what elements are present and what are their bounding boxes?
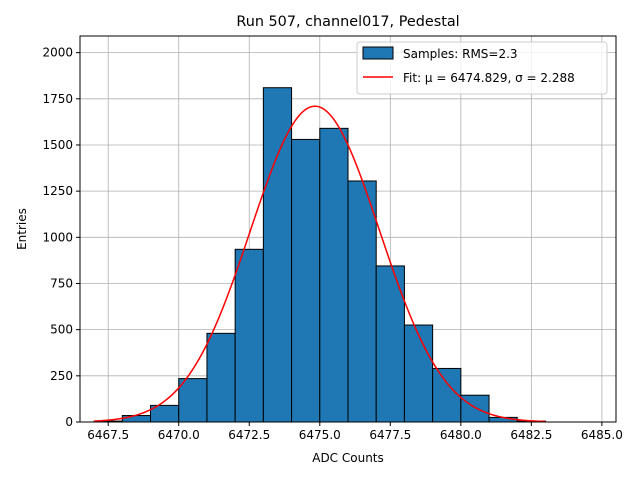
y-tick-label: 250 xyxy=(50,369,73,383)
histogram-bar xyxy=(121,415,152,423)
y-tick-label: 1000 xyxy=(42,230,73,244)
y-tick-label: 2000 xyxy=(42,46,73,60)
legend-swatch-samples xyxy=(362,46,394,60)
y-tick-label: 0 xyxy=(65,415,73,429)
y-tick-label: 1500 xyxy=(42,138,73,152)
x-tick-label: 6470.0 xyxy=(158,428,200,442)
x-tick-label: 6482.5 xyxy=(510,428,552,442)
histogram-bar xyxy=(206,332,236,423)
x-tick-label: 6472.5 xyxy=(228,428,270,442)
y-tick-label: 750 xyxy=(50,276,73,290)
histogram-bar xyxy=(262,87,293,423)
y-tick-label: 1250 xyxy=(42,184,73,198)
y-tick-label: 500 xyxy=(50,323,73,337)
legend-label-fit: Fit: μ = 6474.829, σ = 2.288 xyxy=(403,71,575,85)
legend: Samples: RMS=2.3 Fit: μ = 6474.829, σ = … xyxy=(356,41,608,95)
histogram-bar xyxy=(291,138,321,423)
histogram-bar xyxy=(234,248,264,423)
x-axis-label: ADC Counts xyxy=(312,451,384,465)
legend-label-samples: Samples: RMS=2.3 xyxy=(403,47,518,61)
histogram-bar xyxy=(432,367,462,423)
histogram-bar xyxy=(460,394,490,423)
x-tick-label: 6477.5 xyxy=(369,428,411,442)
legend-box xyxy=(356,41,608,95)
x-tick-label: 6480.0 xyxy=(440,428,482,442)
histogram-bar xyxy=(178,378,208,423)
fit-curve xyxy=(94,105,546,423)
x-tick-label: 6475.0 xyxy=(299,428,341,442)
histogram-bar xyxy=(319,127,349,423)
y-axis-ticks: 0 250 500 750 1000 1250 1500 1750 2000 xyxy=(42,46,80,429)
x-axis-ticks: 6467.5 6470.0 6472.5 6475.0 6477.5 6480.0 6482… xyxy=(87,422,623,442)
x-tick-label: 6485.0 xyxy=(581,428,623,442)
y-axis-label: Entries xyxy=(15,208,29,250)
x-tick-label: 6467.5 xyxy=(87,428,129,442)
chart-title: Run 507, channel017, Pedestal xyxy=(236,14,459,30)
histogram-bar xyxy=(403,324,434,423)
plot-frame xyxy=(79,35,617,423)
histogram-bar xyxy=(347,180,377,423)
y-tick-label: 1750 xyxy=(42,92,73,106)
